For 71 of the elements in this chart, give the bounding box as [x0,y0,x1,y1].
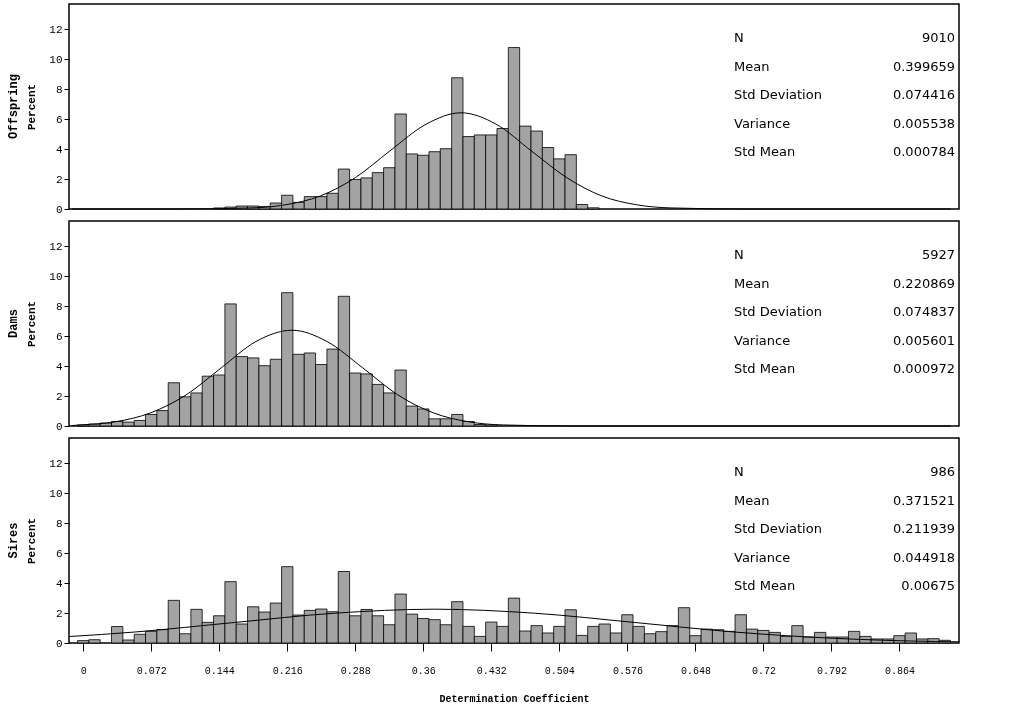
y-tick-label: 8 [55,517,63,530]
x-tick-label: 0.792 [816,665,847,677]
annotation: Mean [734,58,770,74]
annotation: 0.399659 [892,58,955,74]
x-tick-label: 0.576 [612,665,643,677]
annotation: 0.005538 [892,115,955,131]
annotation: Std Deviation [734,87,822,102]
y-axis-title: Percent [26,300,39,348]
y-tick-label: 2 [55,173,63,186]
y-tick-label: 0 [55,637,63,650]
annotation: N [734,247,744,262]
y-tick-label: 4 [55,360,63,373]
x-tick-label: 0.432 [476,665,507,677]
x-tick-label: 0.072 [136,665,167,677]
annotation: 0.00675 [901,578,955,593]
annotation: 9010 [921,30,955,45]
annotation: 0.000972 [892,361,955,376]
annotation: Mean [734,492,770,508]
annotation: Variance [734,115,791,131]
annotation: 986 [930,464,955,479]
y-tick-label: 2 [55,607,63,620]
y-tick-label: 4 [55,143,63,156]
x-tick-label: 0.648 [680,665,711,677]
annotation: Std Deviation [734,521,822,536]
annotation: 0.000784 [892,144,955,159]
y-tick-label: 4 [55,577,63,590]
y-tick-label: 6 [55,547,63,560]
text: Sires [6,522,21,559]
y-tick-label: 10 [49,53,63,66]
y-tick-label: 6 [55,330,63,343]
y-tick-label: 10 [49,270,63,283]
y-tick-label: 8 [55,300,63,313]
annotation: Variance [734,332,791,348]
x-tick-label: 0.72 [751,665,776,677]
annotation: 0.074837 [892,304,955,319]
annotation: Std Mean [734,361,796,376]
x-tick-label: 0.864 [884,665,915,677]
y-tick-label: 6 [55,113,63,126]
y-tick-label: 8 [55,83,63,96]
y-tick-label: 2 [55,390,63,403]
y-tick-label: 0 [55,420,63,433]
annotation: 5927 [921,247,955,262]
x-tick-label: 0.216 [272,665,303,677]
y-tick-label: 12 [49,23,63,36]
y-axis-title: Percent [26,83,39,131]
annotation: Std Mean [734,578,796,593]
y-tick-label: 0 [55,203,63,216]
annotation: Mean [734,275,770,291]
annotation: 0.005601 [892,332,955,348]
text: Offspring [6,74,21,139]
x-axis-title: Determination Coefficient [439,693,590,705]
annotation: 0.371521 [892,492,955,508]
annotation: Std Mean [734,144,796,159]
x-tick-label: 0.504 [544,665,575,677]
y-tick-label: 12 [49,457,63,470]
x-tick-label: 0.144 [204,665,235,677]
y-tick-label: 10 [49,487,63,500]
x-tick-label: 0.288 [340,665,371,677]
annotation: 0.220869 [892,275,955,291]
x-tick-label: 0 [80,665,87,677]
y-axis-title: Percent [26,517,39,565]
x-tick-label: 0.36 [411,665,436,677]
annotation: Variance [734,549,791,565]
annotation: N [734,30,744,45]
annotation: 0.211939 [892,521,955,536]
annotation: 0.044918 [892,549,955,565]
annotation: 0.074416 [892,87,955,102]
y-tick-label: 12 [49,240,63,253]
annotation: N [734,464,744,479]
text: Dams [6,309,21,338]
annotation: Std Deviation [734,304,822,319]
